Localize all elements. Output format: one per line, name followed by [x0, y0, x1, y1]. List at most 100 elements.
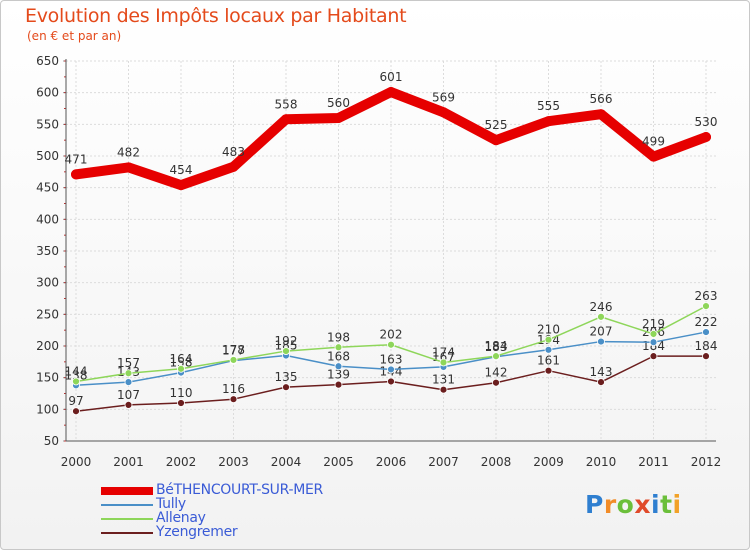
y-tick-label: 350 — [36, 244, 59, 258]
x-tick-label: 2010 — [586, 455, 617, 469]
chart-subtitle: (en € et par an) — [27, 29, 122, 43]
y-tick-label: 200 — [36, 339, 59, 353]
series-point-2 — [492, 352, 500, 361]
y-tick-label: 300 — [36, 276, 59, 290]
series-point-3 — [597, 378, 605, 387]
x-tick-label: 2004 — [271, 455, 302, 469]
series-point-3 — [124, 400, 133, 409]
data-label: 168 — [327, 349, 350, 363]
series-point-3 — [439, 385, 448, 394]
legend-label-tully: Tully — [156, 496, 186, 512]
x-tick-label: 2006 — [376, 455, 407, 469]
series-point-2 — [177, 364, 185, 373]
logo-letter: r — [603, 490, 617, 519]
legend-swatch-bethencourt — [101, 487, 153, 495]
legend-item-yzengremer: Yzengremer — [101, 524, 401, 541]
data-label: 246 — [590, 300, 613, 314]
x-tick-label: 2012 — [691, 455, 722, 469]
y-tick-label: 400 — [36, 212, 59, 226]
series-point-3 — [702, 352, 710, 361]
series-point-2 — [702, 302, 710, 311]
data-label: 207 — [590, 325, 613, 339]
series-point-1 — [124, 378, 133, 387]
y-tick-label: 450 — [36, 181, 59, 195]
series-point-0 — [701, 132, 711, 142]
series-point-3 — [544, 366, 553, 375]
series-point-3 — [229, 395, 238, 404]
data-label: 139 — [327, 368, 350, 382]
data-label: 198 — [327, 330, 350, 344]
series-point-2 — [282, 347, 290, 355]
series-point-0 — [228, 161, 239, 172]
series-point-1 — [334, 362, 343, 371]
data-label: 263 — [695, 289, 718, 303]
series-point-3 — [334, 380, 343, 389]
series-point-1 — [387, 365, 395, 374]
series-point-0 — [333, 113, 344, 123]
data-label: 601 — [380, 70, 403, 84]
data-label: 555 — [537, 99, 560, 113]
logo-letter: P — [585, 490, 604, 519]
legend-label-bethencourt: BéTHENCOURT-SUR-MER — [156, 482, 323, 498]
legend-item-allenay: Allenay — [101, 510, 401, 527]
series-point-2 — [544, 335, 553, 344]
series-point-0 — [386, 87, 396, 98]
data-label: 471 — [65, 152, 88, 166]
data-label: 483 — [222, 145, 245, 159]
legend-swatch-yzengremer — [101, 532, 153, 534]
data-label: 110 — [170, 386, 193, 400]
series-point-2 — [124, 369, 133, 378]
legend-label-allenay: Allenay — [156, 510, 206, 526]
legend-swatch-allenay — [101, 518, 153, 520]
chart-legend: BéTHENCOURT-SUR-MER Tully Allenay Yzengr… — [101, 482, 401, 541]
x-tick-label: 2009 — [533, 455, 564, 469]
series-point-3 — [492, 378, 500, 387]
chart-title: Evolution des Impôts locaux par Habitant — [25, 5, 407, 27]
data-label: 192 — [275, 334, 298, 348]
series-point-0 — [438, 107, 449, 118]
logo-letter: i — [651, 490, 661, 519]
logo-letter: i — [672, 490, 682, 519]
series-point-1 — [702, 328, 710, 336]
proxiti-logo: Proxiti — [585, 490, 682, 519]
data-label: 144 — [65, 364, 88, 378]
data-label: 569 — [432, 90, 455, 104]
series-point-2 — [439, 358, 448, 367]
data-label: 566 — [590, 92, 613, 106]
x-tick-label: 2000 — [61, 455, 92, 469]
y-tick-label: 150 — [36, 371, 59, 385]
series-point-0 — [491, 135, 501, 146]
series-point-3 — [282, 383, 290, 392]
series-point-2 — [597, 312, 605, 321]
x-tick-label: 2007 — [428, 455, 459, 469]
data-label: 482 — [117, 145, 140, 159]
series-point-3 — [649, 352, 658, 361]
series-point-1 — [597, 337, 605, 346]
series-point-1 — [649, 338, 658, 347]
data-label: 142 — [485, 366, 508, 380]
y-tick-label: 50 — [44, 434, 59, 448]
y-tick-label: 600 — [36, 86, 59, 100]
data-label: 97 — [68, 394, 83, 408]
data-label: 178 — [222, 343, 245, 357]
data-label: 525 — [485, 118, 508, 132]
data-label: 558 — [275, 97, 298, 111]
data-label: 177 — [222, 344, 245, 358]
series-point-0 — [123, 162, 134, 173]
y-tick-label: 500 — [36, 149, 59, 163]
data-label: 530 — [695, 115, 718, 129]
legend-item-bethencourt: BéTHENCOURT-SUR-MER — [101, 482, 401, 499]
series-point-2 — [649, 330, 658, 338]
logo-letter: o — [616, 490, 635, 519]
x-tick-label: 2008 — [481, 455, 512, 469]
y-tick-label: 250 — [36, 307, 59, 321]
series-point-0 — [596, 109, 606, 120]
series-point-2 — [387, 340, 395, 349]
series-point-3 — [177, 399, 185, 407]
data-label: 219 — [642, 317, 665, 331]
series-point-0 — [543, 116, 554, 127]
data-label: 138 — [65, 368, 88, 382]
data-label: 161 — [537, 354, 560, 368]
x-tick-label: 2011 — [638, 455, 669, 469]
